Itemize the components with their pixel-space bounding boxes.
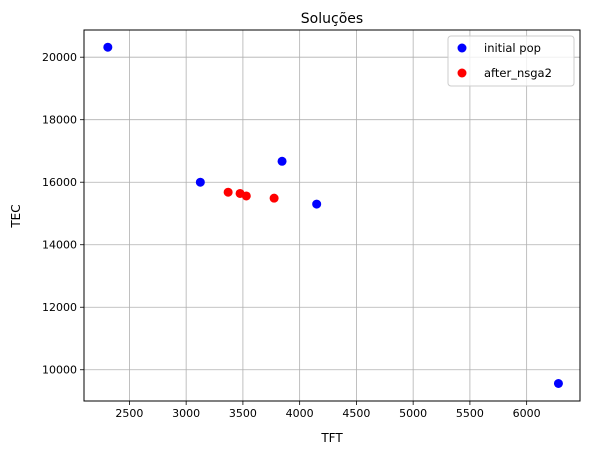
x-tick-label: 4000 [286,407,314,420]
x-tick-label: 3000 [172,407,200,420]
x-tick-label: 2500 [115,407,143,420]
y-tick-label: 18000 [42,114,77,127]
x-axis-ticks: 2500 3000 3500 4000 4500 5000 5500 6000 [115,401,541,420]
grid-lines [84,30,580,401]
chart-title: Soluções [301,11,363,27]
point-after-nsga2 [269,193,279,203]
plot-frame [83,29,581,402]
x-tick-label: 4500 [342,407,370,420]
legend-box [447,35,575,87]
y-axis-label: TEC [9,204,23,228]
point-initial-pop [103,42,113,52]
legend-marker-after-nsga2 [457,68,467,78]
point-initial-pop [553,378,563,388]
y-axis-ticks: 10000 12000 14000 16000 18000 20000 [42,51,84,377]
y-tick-label: 12000 [42,301,77,314]
legend: initial pop after_nsga2 [447,35,575,87]
x-axis-label: TFT [320,431,343,445]
y-tick-label: 16000 [42,176,77,189]
legend-label-after-nsga2: after_nsga2 [484,66,552,80]
point-initial-pop [312,199,322,209]
point-after-nsga2 [223,187,233,197]
y-tick-label: 20000 [42,51,77,64]
y-tick-label: 14000 [42,239,77,252]
x-tick-label: 5500 [456,407,484,420]
x-tick-label: 5000 [399,407,427,420]
x-tick-label: 6000 [513,407,541,420]
legend-marker-initial-pop [457,43,467,53]
point-initial-pop [277,156,287,166]
data-points [103,42,563,388]
legend-label-initial-pop: initial pop [484,41,541,55]
y-tick-label: 10000 [42,364,77,377]
point-after-nsga2 [241,191,251,201]
x-tick-label: 3500 [229,407,257,420]
point-initial-pop [195,177,205,187]
